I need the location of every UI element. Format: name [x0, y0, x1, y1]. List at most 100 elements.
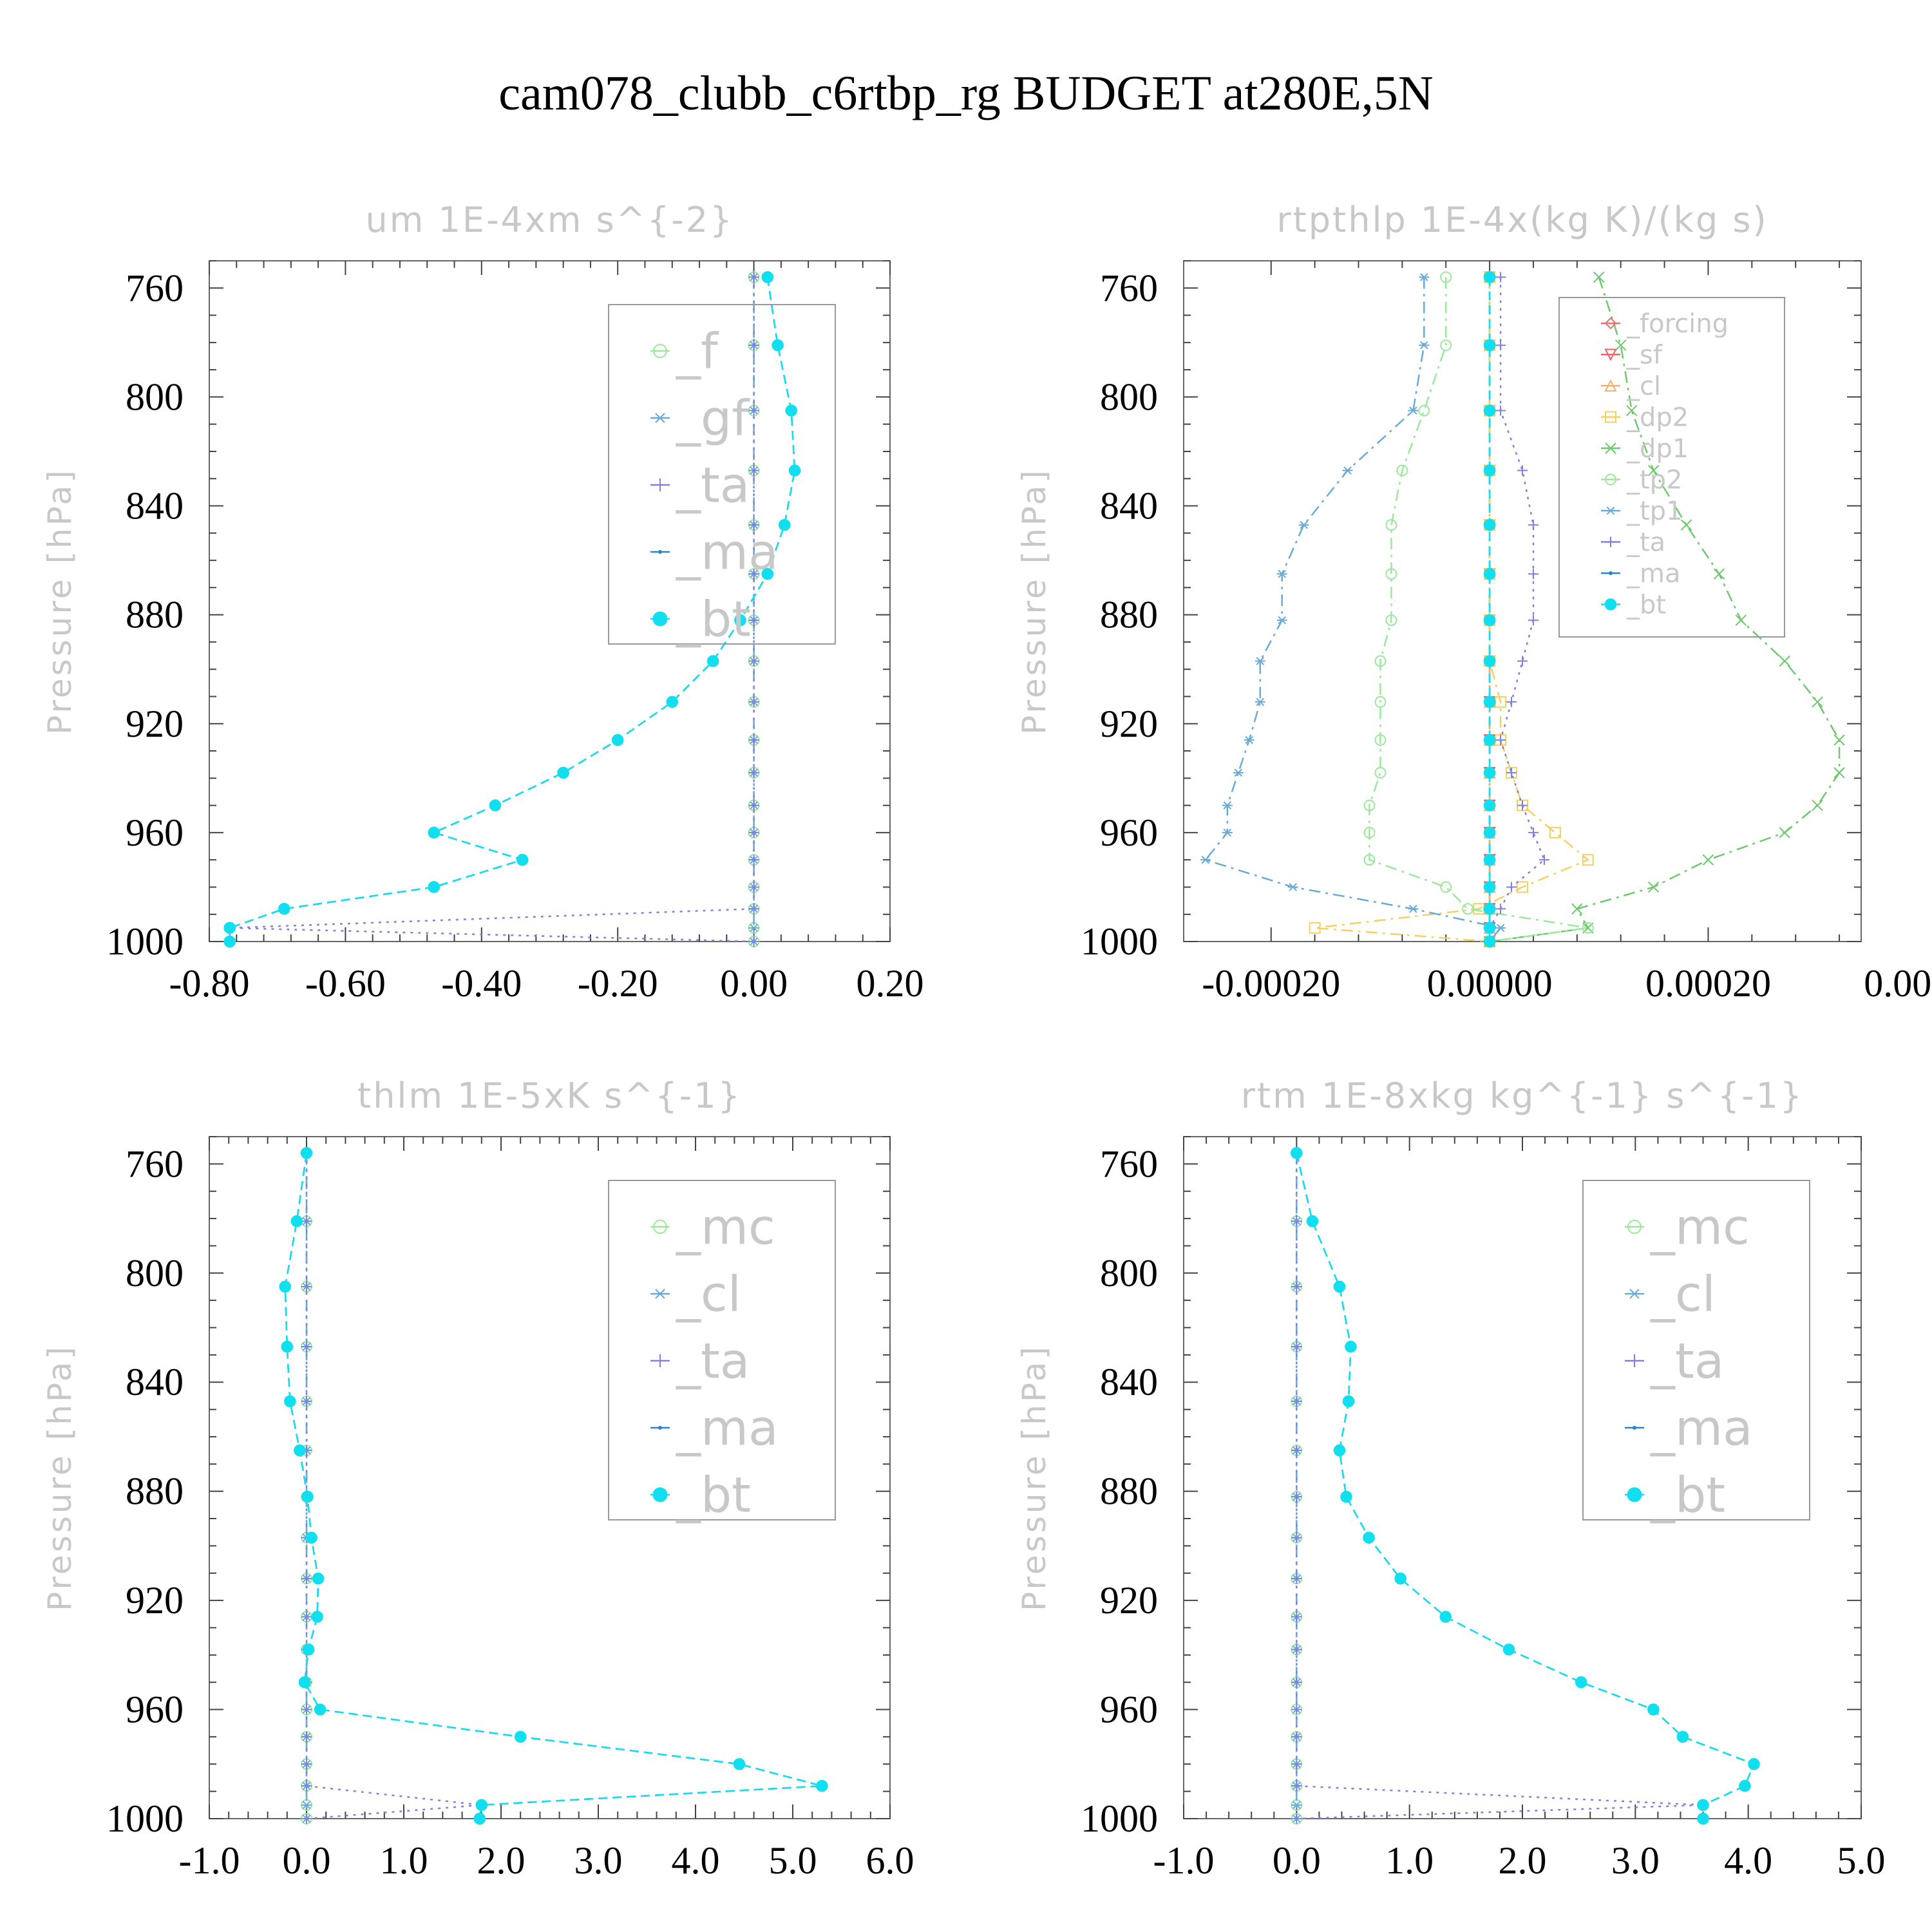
data-point: [748, 800, 759, 811]
data-point: [772, 339, 784, 352]
data-point: [1374, 766, 1387, 779]
data-point: [1593, 271, 1605, 283]
series-line: [1368, 277, 1589, 943]
x-tick-label: -0.60: [305, 962, 386, 1005]
data-point: [279, 1280, 292, 1293]
data-point: [301, 1704, 312, 1715]
legend-marker: [653, 344, 667, 358]
x-tick-label: -0.00020: [1202, 962, 1340, 1005]
data-point: [1615, 339, 1627, 351]
data-point: [1833, 767, 1845, 779]
legend-label: _bt: [1650, 1466, 1725, 1524]
series-bt: [1291, 1147, 1760, 1825]
chart-panel-2: rtpthlp 1E-4x(kg K)/(kg s) Pressure [hPa]…: [1016, 200, 1932, 1005]
data-point: [1255, 657, 1265, 665]
data-point: [1812, 696, 1823, 708]
data-point: [1309, 922, 1321, 934]
data-point: [1483, 799, 1496, 811]
data-point: [284, 1395, 296, 1408]
data-point: [1374, 734, 1387, 746]
data-point: [1495, 735, 1506, 746]
data-point: [1517, 800, 1528, 811]
y-tick-label: 880: [126, 594, 184, 636]
data-point: [748, 615, 759, 626]
legend-marker: [1627, 1220, 1642, 1234]
data-point: [514, 1730, 527, 1743]
data-point: [1342, 466, 1353, 475]
legend-marker: [658, 550, 662, 554]
data-point: [1549, 826, 1561, 838]
data-point: [1748, 1757, 1760, 1770]
data-point: [1571, 903, 1583, 914]
y-tick-label: 800: [126, 1252, 184, 1294]
data-point: [1287, 883, 1298, 891]
data-point: [1697, 1812, 1709, 1825]
data-point: [706, 655, 719, 667]
data-point: [778, 518, 791, 531]
data-point: [298, 1676, 311, 1689]
data-point: [312, 1572, 325, 1585]
y-tick-label: 960: [1100, 1689, 1158, 1731]
data-point: [1483, 853, 1496, 866]
data-point: [748, 656, 759, 667]
data-point: [1291, 1759, 1302, 1770]
y-tick-label: 840: [1100, 485, 1158, 527]
data-point: [294, 1444, 306, 1457]
y-tick-label: 800: [1100, 1252, 1158, 1294]
legend-marker: [654, 413, 667, 423]
data-point: [1483, 339, 1496, 352]
data-point: [1291, 1445, 1302, 1456]
panels: um 1E-4xm s^{-2} Pressure [hPa] 760 800 840 8…: [41, 200, 1932, 1882]
x-tick-label: 2.0: [477, 1839, 526, 1882]
data-point: [788, 464, 801, 477]
data-point: [1833, 734, 1845, 746]
data-point: [1483, 734, 1496, 746]
data-point: [1233, 768, 1244, 777]
series-line: [1296, 1153, 1703, 1820]
series-ta: [1291, 1148, 1709, 1824]
data-point: [301, 1341, 312, 1352]
x-tick-label: -1.0: [1153, 1839, 1215, 1882]
x-tick-label: 1.0: [380, 1839, 428, 1882]
series-line: [284, 1153, 822, 1819]
data-point: [1647, 464, 1660, 477]
legend-marker: [1605, 442, 1616, 454]
data-point: [1495, 405, 1506, 416]
data-point: [1495, 923, 1506, 933]
data-point: [278, 902, 290, 915]
legend-label: _gf: [676, 390, 750, 447]
legend-marker: [1605, 473, 1616, 486]
x-tick-label: 5.0: [1837, 1839, 1886, 1882]
data-point: [1385, 614, 1397, 627]
data-point: [1680, 519, 1692, 531]
plot-frame: [1183, 1136, 1862, 1819]
data-point: [748, 827, 759, 838]
data-point: [1483, 881, 1496, 893]
legend-label: _bt: [676, 591, 751, 648]
data-point: [748, 520, 759, 531]
x-tick-label: 3.0: [574, 1839, 623, 1882]
legend: _f _gf _ta _ma _bt: [608, 304, 836, 648]
y-tick-label: 760: [1100, 1142, 1158, 1185]
data-point: [557, 766, 569, 779]
panel-title: rtpthlp 1E-4x(kg K)/(kg s): [1276, 200, 1768, 240]
data-point: [1374, 655, 1387, 667]
chart-panel-3: thlm 1E-5xK s^{-1} Pressure [hPa] 760 800 84…: [41, 1075, 914, 1882]
data-point: [1517, 656, 1528, 667]
data-point: [761, 271, 774, 283]
y-tick-label: 920: [126, 1579, 184, 1622]
data-point: [1276, 569, 1287, 578]
plot-frame: [209, 260, 891, 942]
data-point: [1374, 696, 1387, 708]
legend-marker: [658, 1426, 662, 1430]
data-point: [1739, 1779, 1751, 1792]
y-tick-label: 960: [126, 811, 184, 854]
legend-box: [608, 304, 836, 645]
y-tick-label: 1000: [106, 920, 184, 963]
data-point: [1483, 696, 1496, 708]
data-point: [1222, 828, 1233, 837]
legend-box: [1558, 297, 1785, 638]
data-point: [748, 569, 759, 580]
data-point: [1517, 881, 1528, 893]
legend-marker: [1628, 1354, 1641, 1367]
